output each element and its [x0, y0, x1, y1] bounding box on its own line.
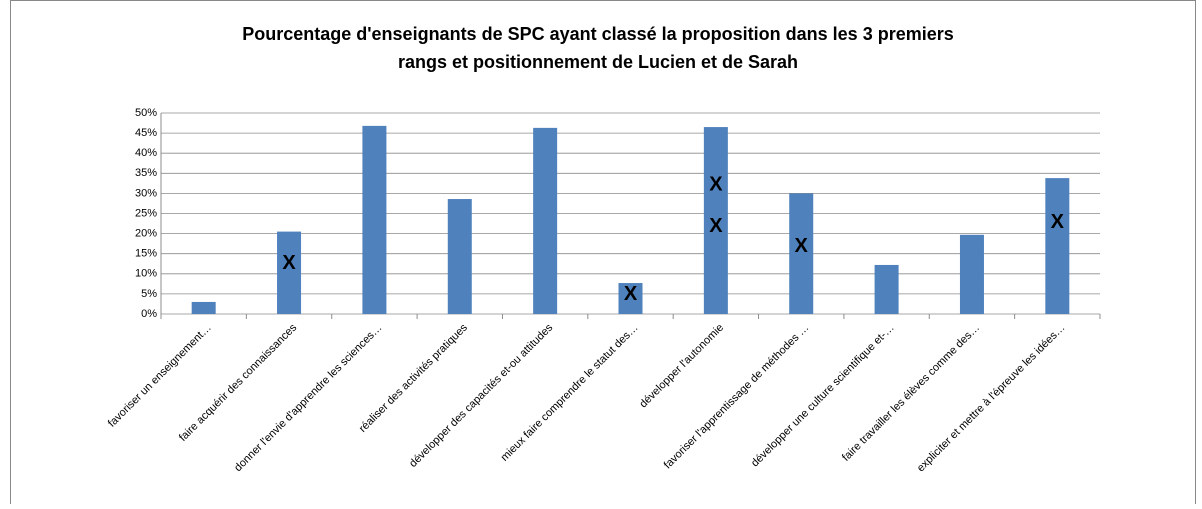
bar: [277, 231, 302, 314]
bar: [362, 125, 387, 314]
bar: [618, 283, 643, 314]
y-tick-label: 30%: [135, 187, 157, 199]
y-tick-label: 0%: [141, 308, 157, 320]
position-marker: X: [709, 215, 723, 237]
bar: [874, 264, 899, 314]
y-tick-label: 5%: [141, 288, 157, 300]
bar: [703, 127, 728, 314]
position-marker: X: [624, 283, 638, 305]
chart-border: [10, 0, 1196, 509]
position-marker: X: [709, 173, 723, 195]
y-tick-label: 25%: [135, 207, 157, 219]
position-marker: X: [795, 235, 809, 257]
bar: [789, 193, 814, 314]
y-tick-label: 15%: [135, 248, 157, 260]
y-tick-label: 40%: [135, 147, 157, 159]
y-tick-label: 20%: [135, 228, 157, 240]
bar: [191, 301, 216, 314]
bar: [447, 199, 472, 314]
chart-title: Pourcentage d'enseignants de SPC ayant c…: [242, 24, 954, 44]
position-marker: X: [282, 252, 296, 274]
chart-title: rangs et positionnement de Lucien et de …: [398, 52, 798, 72]
y-tick-label: 10%: [135, 268, 157, 280]
position-marker: X: [1051, 211, 1065, 233]
y-tick-label: 45%: [135, 127, 157, 139]
bar: [533, 127, 558, 315]
y-tick-label: 35%: [135, 167, 157, 179]
bar: [1045, 178, 1070, 314]
y-tick-label: 50%: [135, 107, 157, 119]
bar: [959, 234, 984, 314]
